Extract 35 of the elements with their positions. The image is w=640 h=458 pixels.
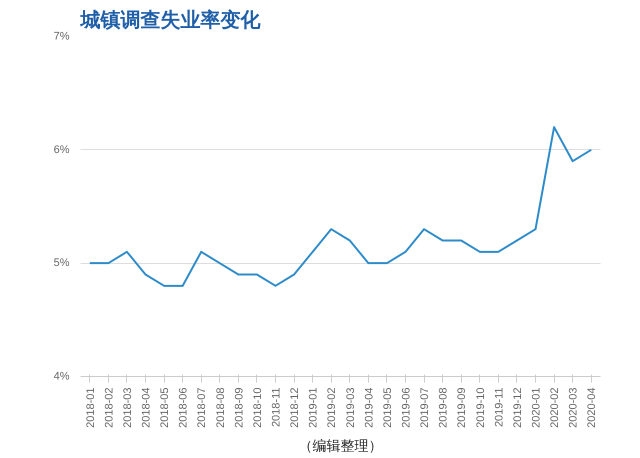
x-tick-label: 2019-03	[344, 387, 357, 428]
x-tick-label: 2018-03	[122, 387, 134, 428]
x-tick-label: 2018-12	[289, 387, 302, 428]
x-tick-label: 2020-04	[586, 387, 598, 428]
line-series	[88, 126, 592, 287]
x-tick-label: 2019-04	[363, 387, 376, 428]
x-tick-label: 2019-07	[419, 387, 432, 428]
y-tick-label: 6%	[54, 144, 70, 156]
x-tick-label: 2018-02	[103, 387, 116, 428]
x-tick-label: 2020-02	[549, 387, 562, 428]
x-tick-label: 2019-10	[474, 387, 487, 428]
x-tick-label: 2018-07	[196, 387, 208, 428]
x-tick-label: 2018-11	[270, 387, 282, 428]
y-tick-label: 7%	[54, 30, 70, 42]
x-tick-label: 2019-01	[308, 387, 320, 428]
text: （编辑整理）	[298, 438, 382, 454]
x-tick-label: 2019-02	[326, 387, 338, 428]
y-tick-label: 5%	[54, 257, 70, 270]
x-tick-label: 2019-05	[382, 387, 394, 428]
x-tick-label: 2019-12	[512, 387, 524, 428]
x-tick-label: 2019-11	[493, 387, 506, 428]
y-tick-label: 4%	[54, 370, 70, 382]
x-tick-label: 2019-09	[456, 387, 468, 428]
x-tick-label: 2019-08	[438, 387, 450, 428]
chart-title: 城镇调查失业率变化	[80, 8, 262, 32]
x-tick-label: 2018-10	[252, 387, 264, 428]
x-tick-label: 2018-01	[84, 387, 97, 428]
x-tick-label: 2018-05	[159, 387, 172, 428]
x-tick-label: 2020-03	[568, 387, 580, 428]
x-tick-label: 2020-01	[530, 387, 542, 428]
x-tick-label: 2018-08	[214, 387, 227, 428]
x-tick-label: 2018-06	[178, 387, 190, 428]
x-tick-label: 2018-09	[233, 387, 246, 428]
x-tick-label: 2018-04	[140, 387, 152, 428]
x-tick-label: 2019-06	[400, 387, 412, 428]
